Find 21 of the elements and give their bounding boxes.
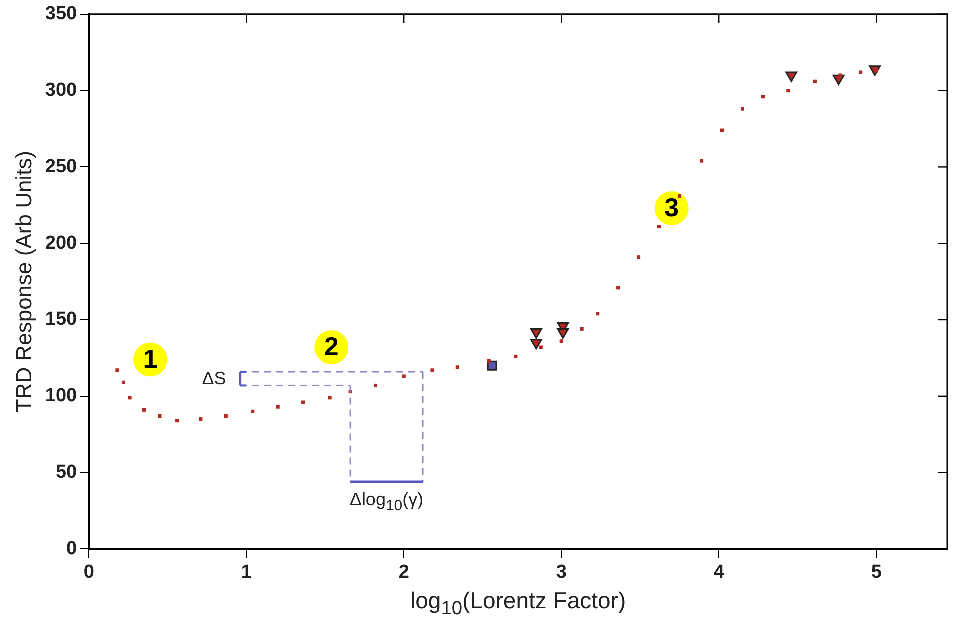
- y-tick-label: 150: [45, 309, 78, 330]
- y-tick-label: 300: [45, 80, 78, 102]
- annotation: 2: [324, 332, 339, 362]
- x-tick-label: 3: [556, 562, 567, 583]
- annotation: ΔS: [202, 368, 226, 390]
- x-tick-label: 4: [714, 562, 725, 583]
- annotation: 1: [143, 344, 158, 374]
- y-tick-label: 50: [56, 462, 78, 484]
- x-axis-title: log$_{10}$(Lorentz Factor): [410, 588, 626, 620]
- x-tick-label: 5: [871, 562, 882, 583]
- x-tick-label: 1: [241, 562, 252, 583]
- y-tick-label: 100: [45, 386, 78, 407]
- x-tick-label: 0: [84, 562, 94, 583]
- y-axis-title: TRD Response (Arb Units): [11, 150, 36, 413]
- annotation: 3: [664, 192, 680, 223]
- annotation: Δlog$_{10}$(γ): [350, 490, 424, 514]
- y-tick-label: 350: [45, 4, 78, 25]
- y-tick-label: 200: [45, 232, 78, 254]
- x-tick-label: 2: [398, 562, 410, 583]
- y-tick-label: 0: [66, 538, 78, 560]
- y-tick-label: 250: [45, 156, 78, 178]
